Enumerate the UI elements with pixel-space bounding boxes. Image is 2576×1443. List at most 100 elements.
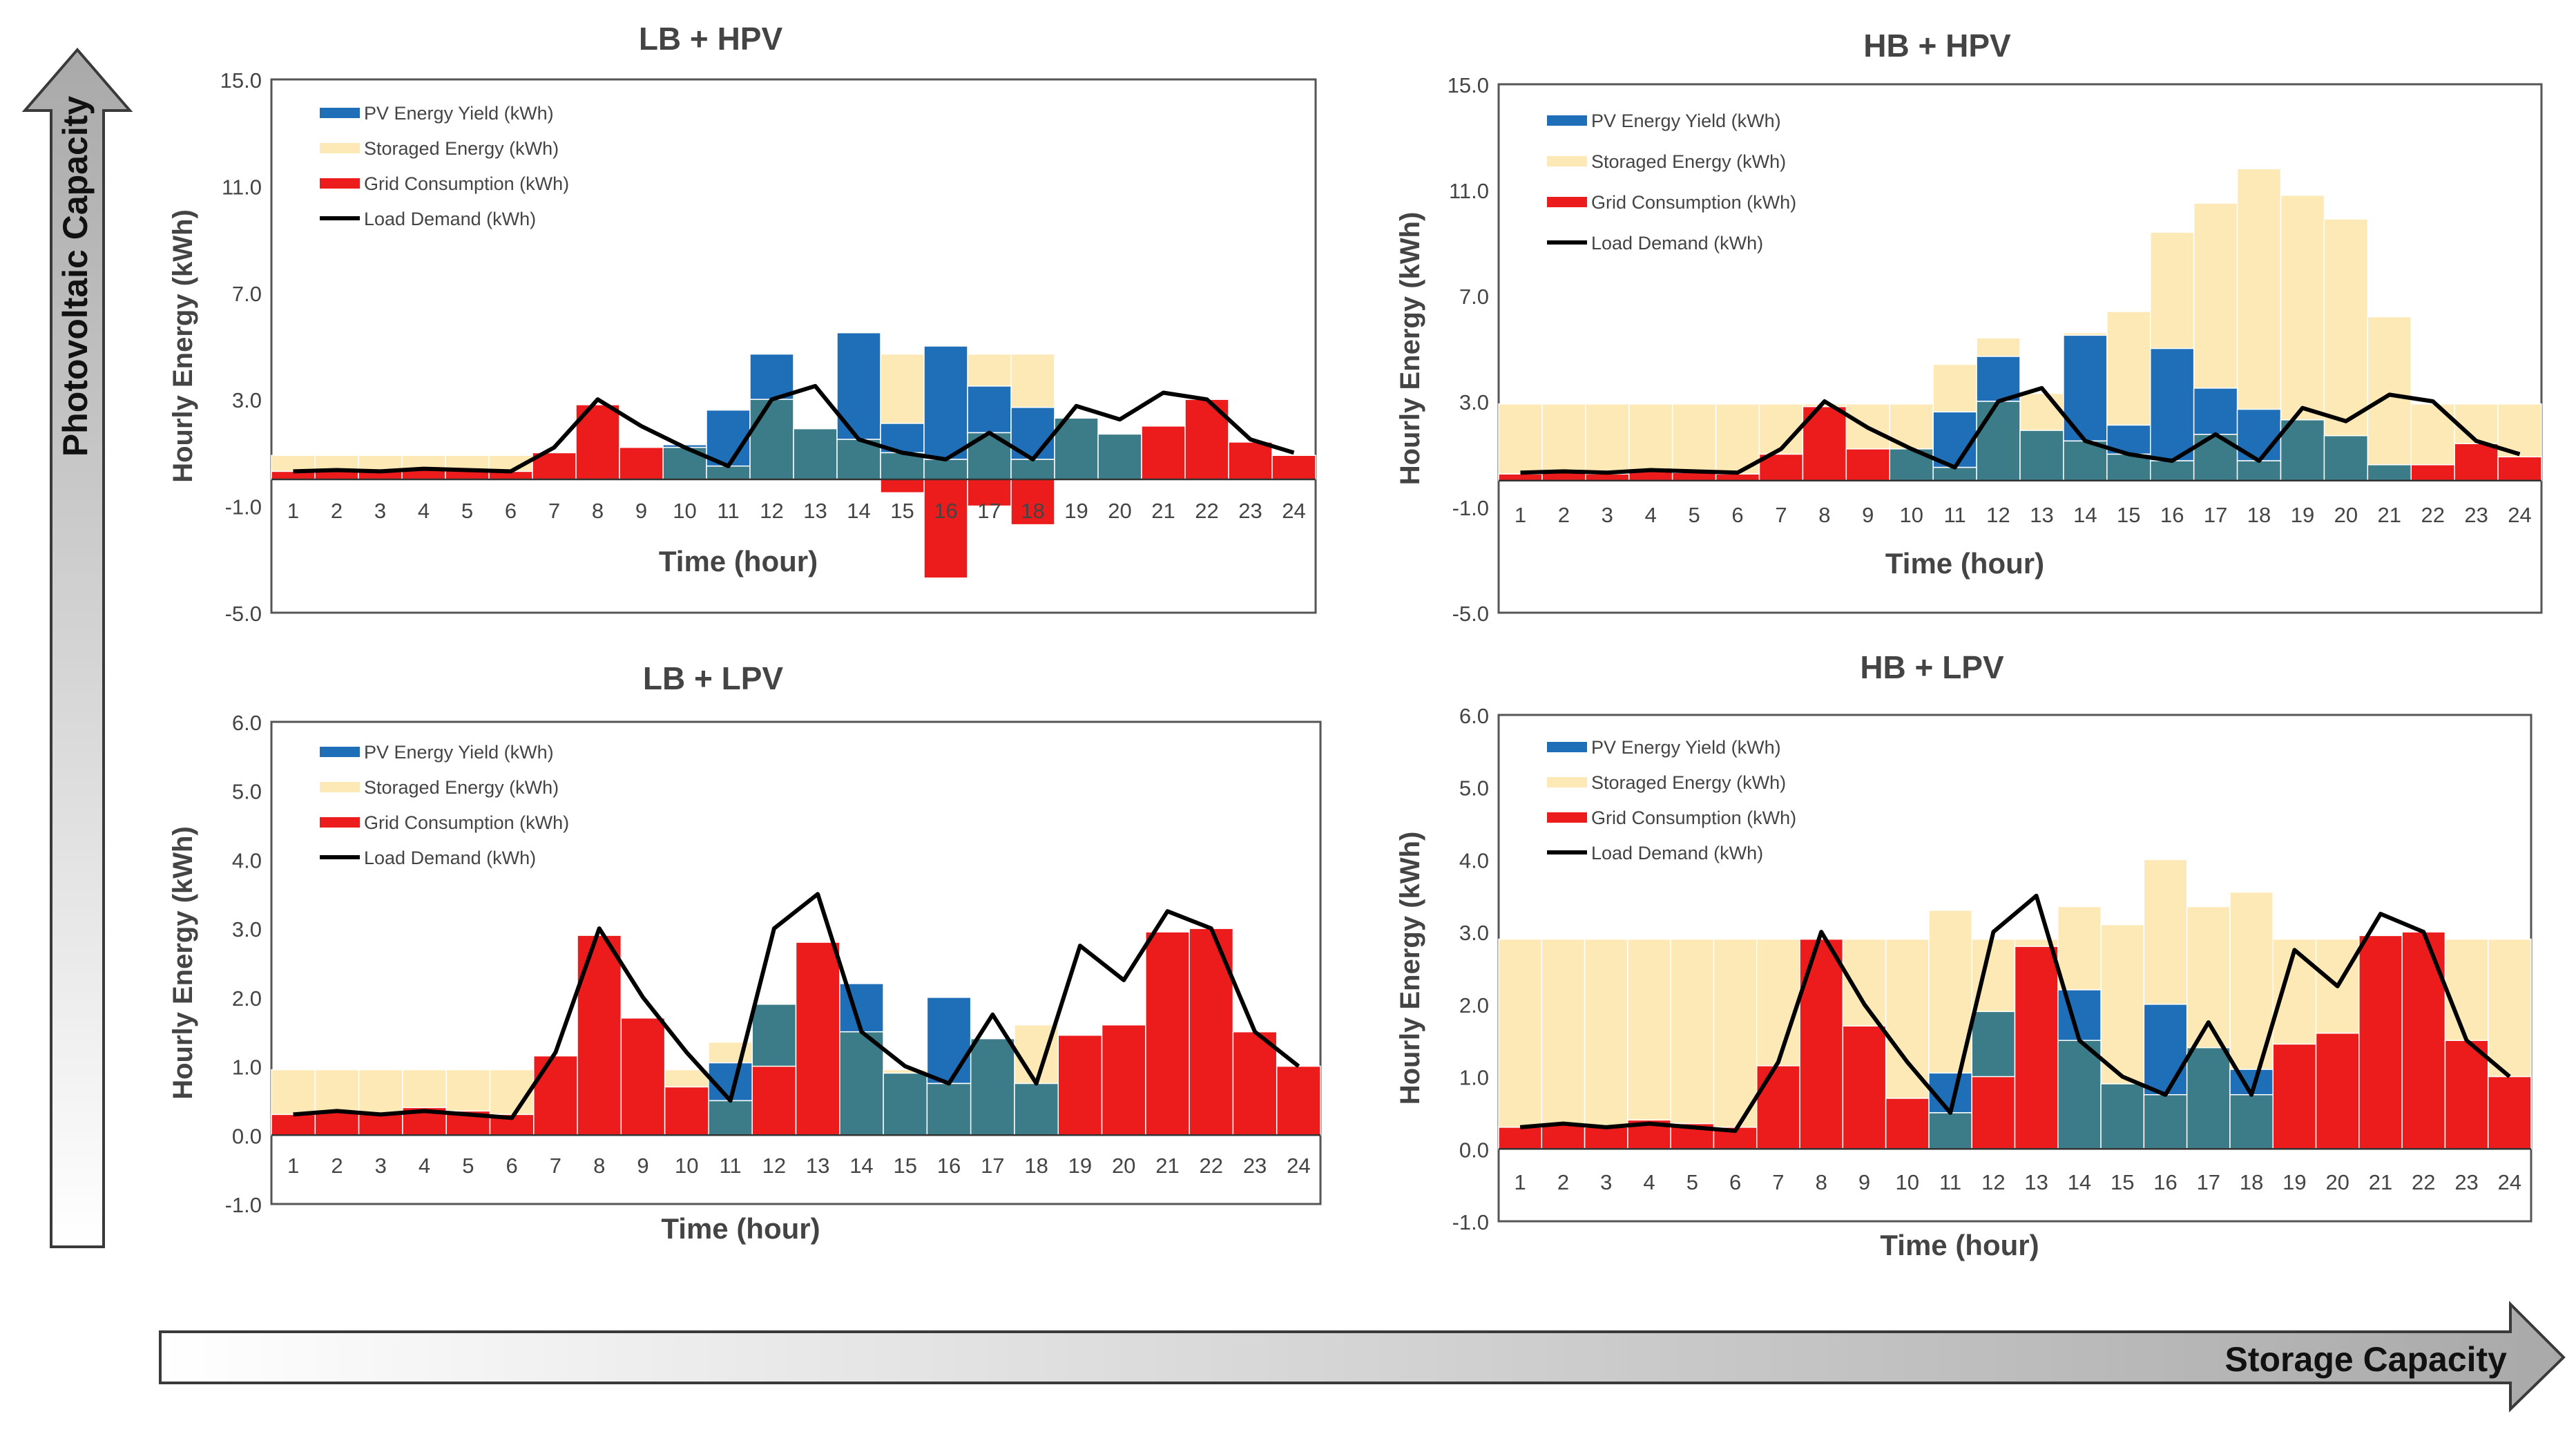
x-tick-label: 6 [1731, 503, 1743, 527]
x-tick-label: 14 [847, 499, 870, 523]
x-tick-label: 24 [2498, 1170, 2521, 1194]
vertical-arrow-shape [21, 47, 133, 1248]
legend-swatch [320, 108, 360, 118]
x-tick-label: 21 [1151, 499, 1175, 523]
x-tick-label: 1 [1515, 503, 1526, 527]
x-tick-label: 16 [934, 499, 957, 523]
x-tick-label: 17 [981, 1154, 1004, 1178]
grid-bar [2497, 456, 2542, 481]
vertical-arrow-label: Photovoltaic Capacity [56, 96, 95, 457]
pv-yield-bar [2057, 1040, 2102, 1150]
grid-bar [1057, 1034, 1103, 1136]
grid-bar [751, 1065, 797, 1136]
legend-swatch [320, 143, 360, 153]
x-tick-label: 15 [2111, 1170, 2134, 1194]
storage-bar [1584, 938, 1628, 1150]
grid-bar [1498, 1127, 1543, 1150]
x-tick-label: 1 [287, 499, 299, 523]
pv-surplus-bar [2193, 388, 2238, 435]
legend-item-label: Load Demand (kWh) [1591, 843, 1763, 863]
x-tick-label: 11 [1944, 503, 1966, 527]
legend-item-label: Storaged Energy (kWh) [364, 138, 559, 159]
pv-surplus-bar [926, 997, 972, 1084]
x-axis-label: Time (hour) [1885, 547, 2044, 580]
pv-surplus-bar [2150, 347, 2195, 461]
x-tick-label: 8 [592, 499, 604, 523]
grid-bar [967, 479, 1012, 507]
x-tick-label: 19 [1068, 1154, 1092, 1178]
x-tick-label: 19 [2291, 503, 2314, 527]
y-tick-label: 2.0 [232, 986, 262, 1011]
grid-bar [1715, 473, 1760, 481]
legend-swatch [320, 782, 360, 792]
y-tick-label: 6.0 [1459, 704, 1489, 728]
x-tick-label: 9 [637, 1154, 648, 1178]
grid-bar [1584, 1127, 1628, 1150]
grid-bar [1541, 1122, 1586, 1150]
load-demand-line [293, 383, 1295, 474]
y-tick-label: 11.0 [1449, 179, 1489, 203]
y-tick-label: 11.0 [222, 175, 262, 199]
x-tick-label: 18 [2247, 503, 2271, 527]
grid-bar [1885, 1098, 1930, 1150]
chart-title: LB + HPV [639, 21, 783, 57]
y-tick-label: 15.0 [220, 68, 262, 93]
pv-yield-bar [793, 428, 838, 480]
y-tick-label: 3.0 [232, 388, 262, 412]
x-tick-label: 19 [2282, 1170, 2306, 1194]
x-tick-label: 22 [1195, 499, 1218, 523]
x-tick-label: 20 [1108, 499, 1131, 523]
x-tick-label: 10 [675, 1154, 698, 1178]
y-tick-label: 3.0 [1459, 390, 1489, 414]
y-tick-label: -1.0 [1452, 1210, 1489, 1234]
grid-bar [2272, 1043, 2317, 1150]
pv-yield-bar [749, 399, 794, 480]
y-tick-label: 5.0 [232, 780, 262, 804]
x-tick-label: 5 [462, 1154, 474, 1178]
x-tick-label: 22 [1200, 1154, 1223, 1178]
y-tick-label: -1.0 [1452, 496, 1489, 520]
grid-bar [664, 1086, 709, 1136]
x-tick-label: 1 [1515, 1170, 1526, 1194]
y-tick-label: 0.0 [1459, 1138, 1489, 1162]
pv-yield-bar [1010, 459, 1055, 480]
y-tick-label: 4.0 [232, 848, 262, 872]
storage-bar [1715, 403, 1760, 481]
chart-title: HB + HPV [1863, 28, 2011, 64]
y-tick-label: -1.0 [225, 495, 262, 519]
load-demand-line [1519, 893, 2511, 1134]
x-axis-label: Time (hour) [659, 545, 818, 577]
y-tick-label: 1.0 [232, 1055, 262, 1080]
x-tick-label: 16 [2153, 1170, 2177, 1194]
legend-swatch [1547, 197, 1587, 207]
x-tick-label: 18 [1024, 1154, 1048, 1178]
legend-item-label: PV Energy Yield (kWh) [364, 103, 554, 124]
legend-item-label: Grid Consumption (kWh) [364, 812, 569, 833]
y-axis-label: Hourly Energy (kWh) [168, 826, 198, 1100]
x-tick-label: 13 [2030, 503, 2053, 527]
grid-bar [2487, 1076, 2532, 1150]
x-tick-label: 11 [717, 499, 739, 523]
x-tick-label: 7 [1772, 1170, 1784, 1194]
chart-panel-4: HB + LPV 6.0 5.0 4.0 3.0 2.0 1.0 0.0 -1.0 Hourly … [1395, 649, 2532, 1261]
x-tick-label: 18 [1021, 499, 1044, 523]
x-tick-label: 3 [1602, 503, 1613, 527]
storage-capacity-arrow: Storage Capacity [159, 1301, 2566, 1413]
x-tick-label: 17 [2204, 503, 2227, 527]
legend-item-label: Grid Consumption (kWh) [1591, 192, 1796, 213]
y-axis-label: Hourly Energy (kWh) [1395, 212, 1425, 486]
y-tick-label: 6.0 [232, 711, 262, 735]
x-tick-label: 22 [2421, 503, 2444, 527]
pv-yield-bar [926, 1082, 972, 1136]
x-tick-label: 17 [977, 499, 1001, 523]
x-tick-label: 7 [1775, 503, 1787, 527]
pv-yield-bar [923, 459, 968, 480]
y-tick-label: -5.0 [1452, 602, 1489, 626]
x-tick-label: 4 [1643, 1170, 1655, 1194]
storage-bar [1498, 938, 1543, 1150]
legend-item-label: PV Energy Yield (kWh) [1591, 111, 1781, 131]
x-tick-label: 17 [2197, 1170, 2220, 1194]
grid-bar [619, 446, 664, 480]
